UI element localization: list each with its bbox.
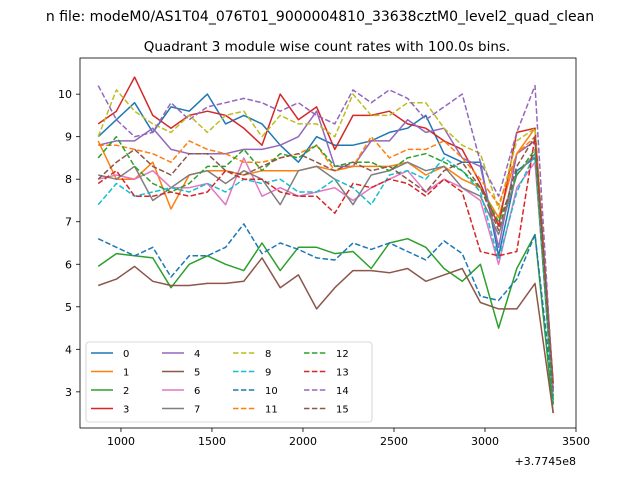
legend-label-4: 4 <box>194 349 200 360</box>
series-line-13 <box>97 135 554 384</box>
x-axis: 1000 1500 2000 2500 3000 3500 <box>107 428 590 448</box>
legend-label-2: 2 <box>123 386 129 397</box>
x-axis-offset-label: +3.7745e8 <box>515 455 576 468</box>
series-line-10 <box>97 223 554 397</box>
y-axis: 3 4 5 6 7 8 9 10 <box>58 88 80 399</box>
legend-label-3: 3 <box>123 405 129 416</box>
legend-label-12: 12 <box>336 349 349 360</box>
x-tick-label: 3000 <box>471 435 499 448</box>
y-tick-label: 5 <box>65 301 72 314</box>
x-tick-label: 1000 <box>107 435 135 448</box>
y-tick-label: 4 <box>65 343 72 356</box>
series-line-5 <box>97 257 554 414</box>
legend-label-9: 9 <box>265 368 271 379</box>
x-tick-label: 2000 <box>289 435 317 448</box>
chart-title: Quadrant 3 module wise count rates with … <box>144 39 510 55</box>
series-line-9 <box>97 152 554 401</box>
y-tick-label: 10 <box>58 88 72 101</box>
y-tick-label: 7 <box>65 216 72 229</box>
chart-suptitle: n file: modeM0/AS1T04_076T01_9000004810_… <box>46 9 594 25</box>
series-line-8 <box>97 89 554 384</box>
series-layer <box>97 76 554 414</box>
series-line-7 <box>98 152 554 405</box>
y-tick-label: 8 <box>65 173 72 186</box>
legend-label-14: 14 <box>336 386 349 397</box>
legend-label-11: 11 <box>265 405 278 416</box>
series-line-3 <box>97 76 554 384</box>
series-line-4 <box>98 110 554 392</box>
legend-label-13: 13 <box>336 368 349 379</box>
legend-label-10: 10 <box>265 386 278 397</box>
x-tick-label: 1500 <box>198 435 226 448</box>
legend-label-5: 5 <box>194 368 200 379</box>
legend-label-0: 0 <box>123 349 129 360</box>
y-tick-label: 6 <box>65 258 72 271</box>
series-line-11 <box>98 135 554 392</box>
legend-label-1: 1 <box>123 368 129 379</box>
x-tick-label: 2500 <box>380 435 408 448</box>
x-tick-label: 3500 <box>562 435 590 448</box>
series-line-2 <box>97 233 554 414</box>
legend-label-8: 8 <box>265 349 271 360</box>
y-tick-label: 9 <box>65 131 72 144</box>
legend-frame <box>85 341 373 423</box>
plot-frame <box>79 57 577 429</box>
legend-label-6: 6 <box>194 386 200 397</box>
legend-label-15: 15 <box>336 405 349 416</box>
series-line-12 <box>97 135 554 405</box>
series-line-14 <box>97 84 554 392</box>
series-line-1 <box>97 127 554 392</box>
y-tick-label: 3 <box>65 386 72 399</box>
legend-label-7: 7 <box>194 405 200 416</box>
series-line-15 <box>97 135 554 388</box>
